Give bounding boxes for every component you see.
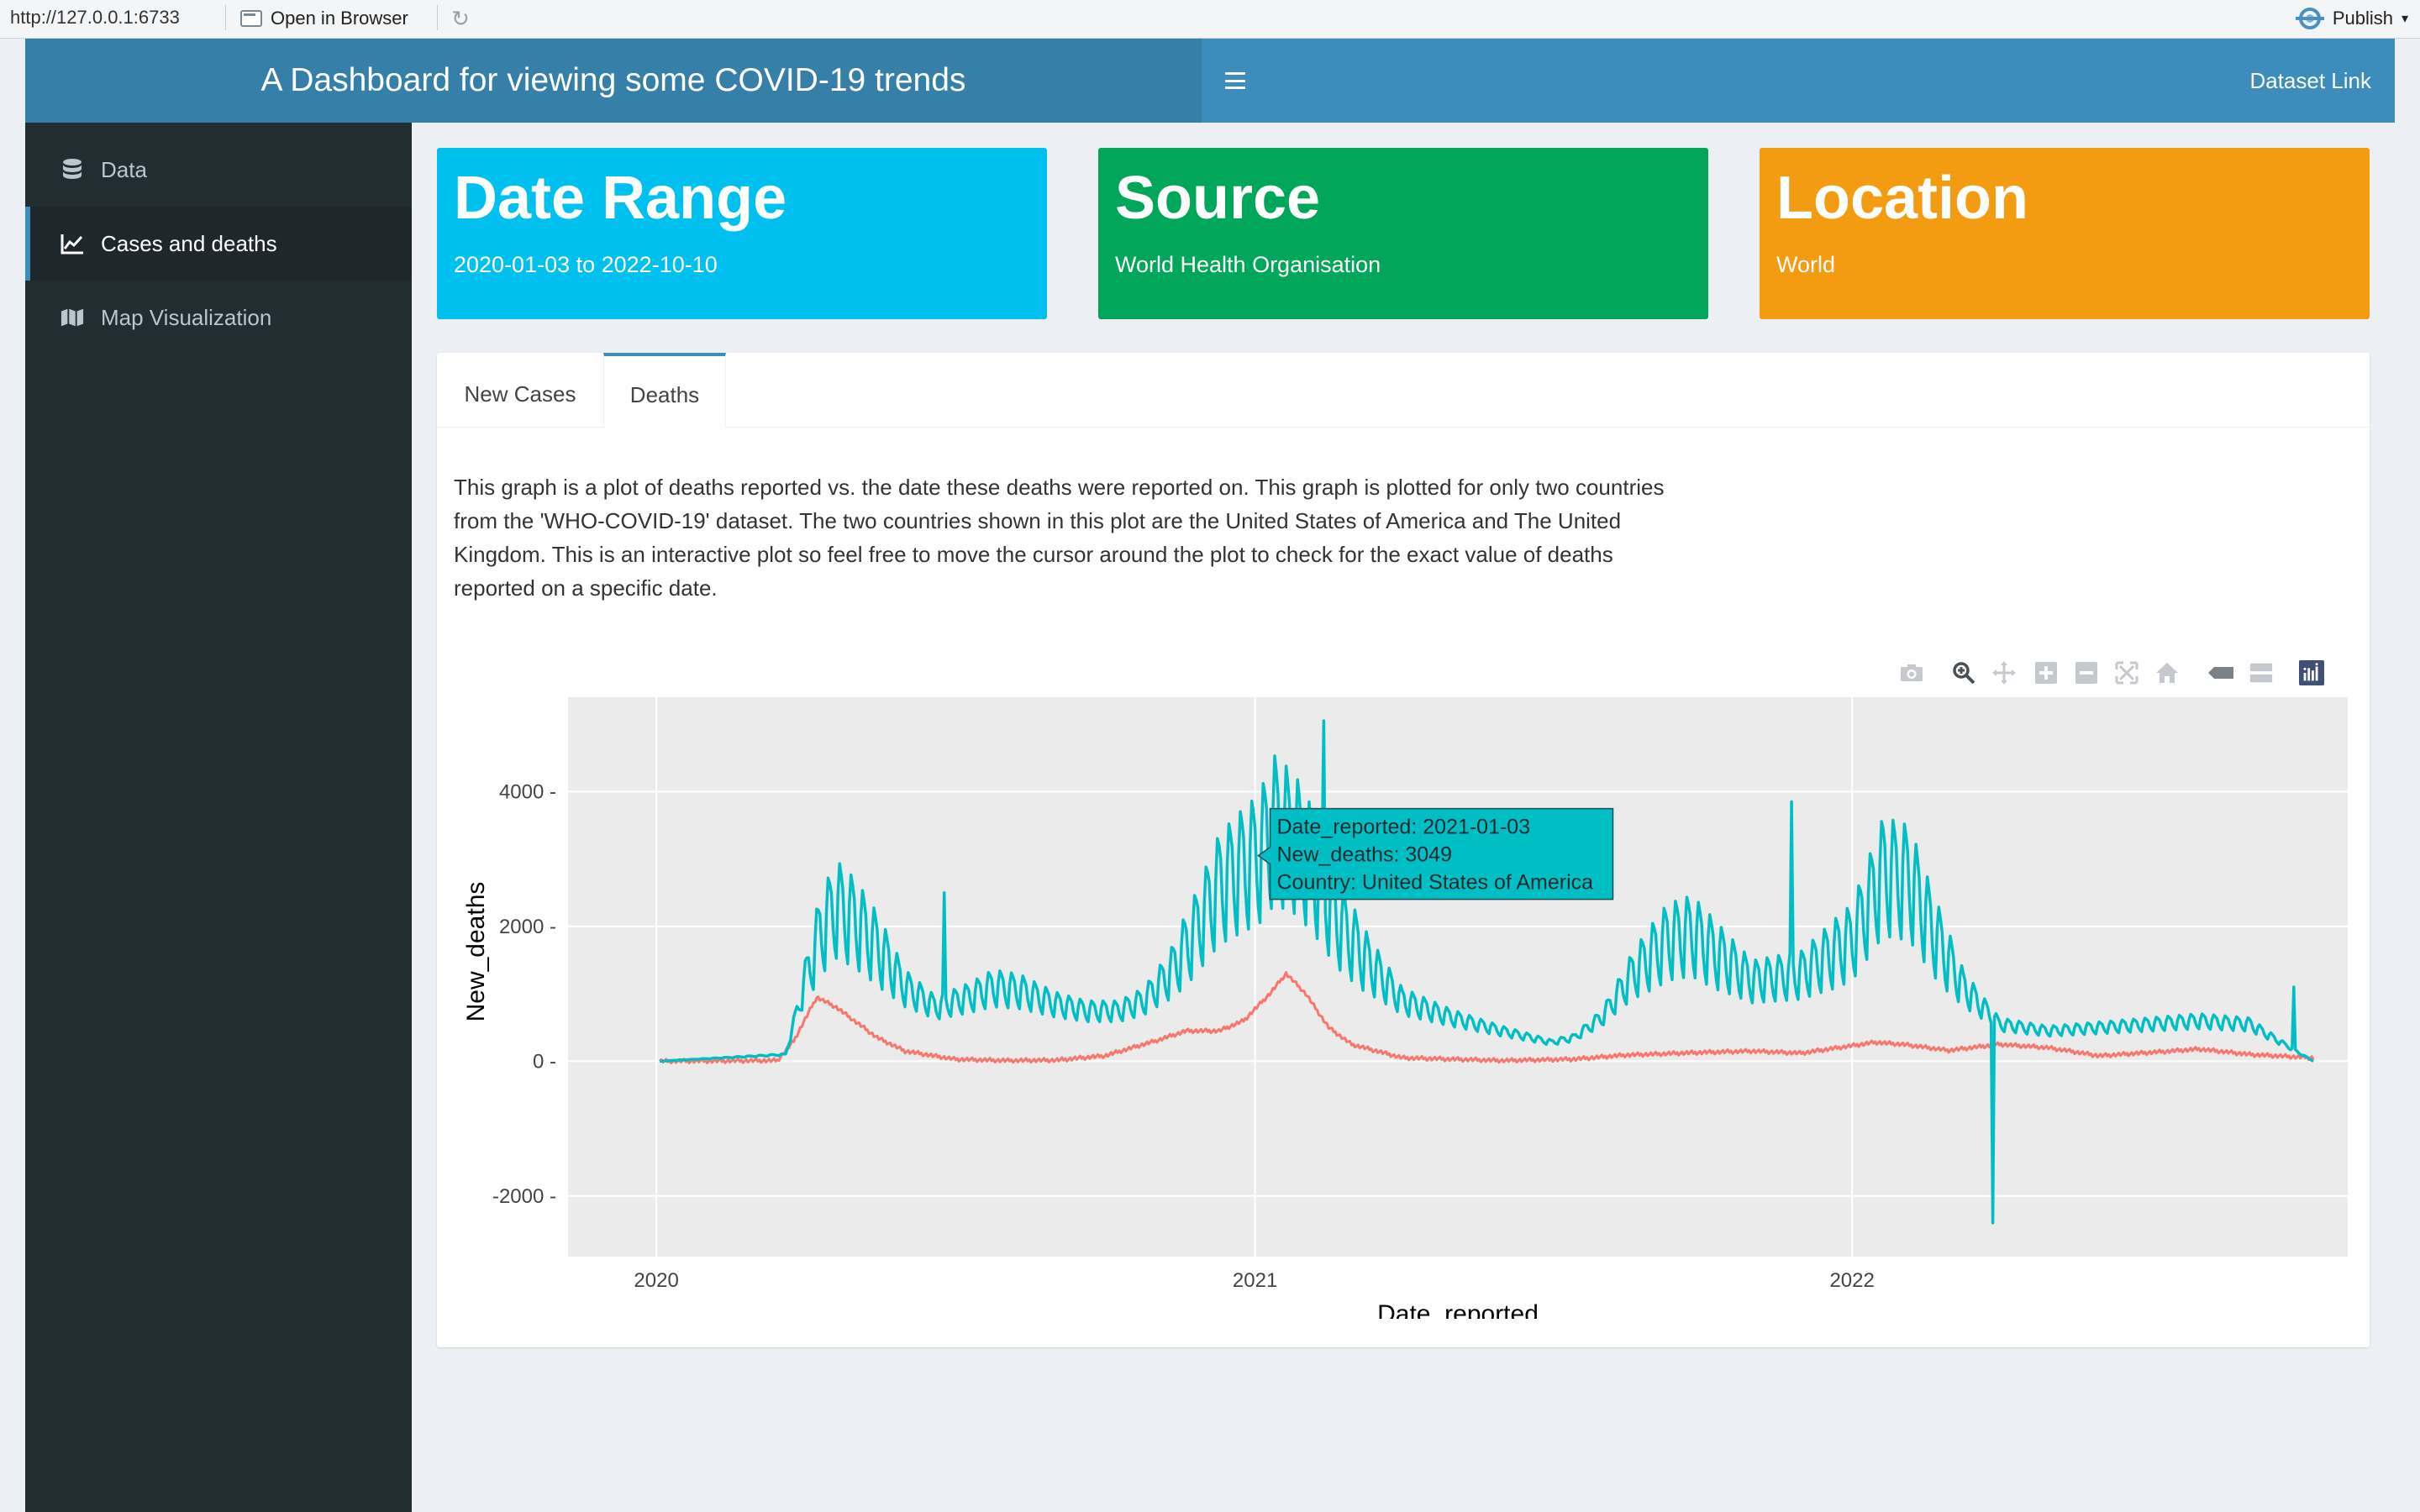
publish-button[interactable]: Publish ▾ xyxy=(2295,4,2408,33)
map-icon xyxy=(60,306,84,329)
tab-box: New Cases Deaths This graph is a plot of… xyxy=(437,353,2370,1347)
line-chart-icon xyxy=(60,232,84,255)
y-tick-label: 0 - xyxy=(533,1050,556,1073)
dashboard-title: A Dashboard for viewing some COVID-19 tr… xyxy=(25,39,1202,123)
sidebar-item-label: Cases and deaths xyxy=(101,230,277,256)
tooltip-box xyxy=(1257,807,1614,900)
dataset-link[interactable]: Dataset Link xyxy=(2249,68,2371,93)
deaths-line-chart[interactable]: -2000 - 0 - 2000 - 4000 - 2020 2021 2022 Date… xyxy=(437,680,2370,1319)
tooltip-line: Date_reported: 2021-01-03 xyxy=(1277,816,1531,839)
publish-label: Publish xyxy=(2332,8,2393,29)
tab-new-cases[interactable]: New Cases xyxy=(464,381,576,407)
tooltip-line: New_deaths: 3049 xyxy=(1277,843,1452,867)
x-tick-label: 2021 xyxy=(1233,1269,1277,1292)
value-box-title: Location xyxy=(1776,165,2028,232)
y-tick-label: 2000 - xyxy=(499,916,556,938)
chevron-down-icon: ▾ xyxy=(2401,12,2408,26)
tab-bar: New Cases Deaths xyxy=(437,353,2370,428)
reset-axes-icon[interactable] xyxy=(2154,660,2180,685)
plotly-logo-icon[interactable] xyxy=(2299,660,2324,685)
camera-icon[interactable] xyxy=(1899,660,1924,685)
main-content: Date Range 2020-01-03 to 2022-10-10 Sour… xyxy=(412,123,2395,1512)
open-in-browser-button[interactable]: Open in Browser xyxy=(240,4,408,33)
hamburger-icon xyxy=(1225,72,1245,89)
value-box-value: World Health Organisation xyxy=(1115,252,1381,277)
zoom-icon[interactable] xyxy=(1951,660,1976,685)
location-value-box: Location World xyxy=(1760,148,2370,319)
graph-description: This graph is a plot of deaths reported … xyxy=(454,475,1665,601)
value-box-title: Date Range xyxy=(454,165,787,232)
series-line xyxy=(659,719,2314,1225)
zoom-in-icon[interactable] xyxy=(2033,660,2059,685)
x-tick-labels: 2020 2021 2022 xyxy=(634,1269,1874,1292)
sidebar-item-map-visualization[interactable]: Map Visualization xyxy=(25,281,412,354)
pan-icon[interactable] xyxy=(1991,660,2017,685)
value-box-value: World xyxy=(1776,252,1836,277)
database-icon xyxy=(60,158,84,181)
sidebar-item-data[interactable]: Data xyxy=(25,133,412,207)
sidebar: Data Cases and deaths Map Visualization xyxy=(25,123,412,1512)
y-tick-label: 4000 - xyxy=(499,780,556,803)
y-tick-label: -2000 - xyxy=(492,1185,556,1208)
tooltip-line: Country: United States of America xyxy=(1277,871,1594,895)
open-in-browser-label: Open in Browser xyxy=(271,8,408,29)
refresh-icon[interactable]: ↻ xyxy=(451,6,470,31)
value-box-value: 2020-01-03 to 2022-10-10 xyxy=(454,252,718,277)
tab-deaths[interactable]: Deaths xyxy=(603,353,726,428)
y-axis-title: New_deaths xyxy=(462,882,490,1022)
toolbar-divider xyxy=(437,5,438,30)
viewer-toolbar: http://127.0.0.1:6733 Open in Browser ↻ … xyxy=(0,0,2420,39)
header-navbar: Dataset Link xyxy=(1202,39,2395,123)
x-tick-label: 2022 xyxy=(1829,1269,1874,1292)
source-value-box: Source World Health Organisation xyxy=(1098,148,1708,319)
publish-icon xyxy=(2295,8,2324,29)
hover-tooltip: Date_reported: 2021-01-03 New_deaths: 304… xyxy=(1257,807,1614,900)
value-box-title: Source xyxy=(1115,165,1321,232)
plot-area xyxy=(568,697,2348,1257)
hover-compare-icon[interactable] xyxy=(2249,660,2274,685)
dashboard-app: A Dashboard for viewing some COVID-19 tr… xyxy=(25,39,2395,1512)
y-tick-labels: -2000 - 0 - 2000 - 4000 - xyxy=(492,780,556,1207)
toolbar-divider xyxy=(225,5,226,30)
zoom-out-icon[interactable] xyxy=(2074,660,2099,685)
sidebar-item-label: Data xyxy=(101,156,147,182)
browser-window-icon xyxy=(240,10,262,27)
series-lines xyxy=(658,719,2315,1225)
x-axis-title: Date_reported xyxy=(1377,1300,1539,1319)
viewer-url[interactable]: http://127.0.0.1:6733 xyxy=(10,7,180,28)
sidebar-toggle-button[interactable] xyxy=(1202,39,1269,123)
sidebar-item-cases-and-deaths[interactable]: Cases and deaths xyxy=(25,207,412,281)
date-range-value-box: Date Range 2020-01-03 to 2022-10-10 xyxy=(437,148,1047,319)
autoscale-icon[interactable] xyxy=(2114,660,2139,685)
sidebar-item-label: Map Visualization xyxy=(101,304,272,330)
hover-closest-icon[interactable] xyxy=(2208,660,2233,685)
x-tick-label: 2020 xyxy=(634,1269,678,1292)
series-line xyxy=(658,971,2315,1065)
gridlines xyxy=(568,697,2348,1257)
